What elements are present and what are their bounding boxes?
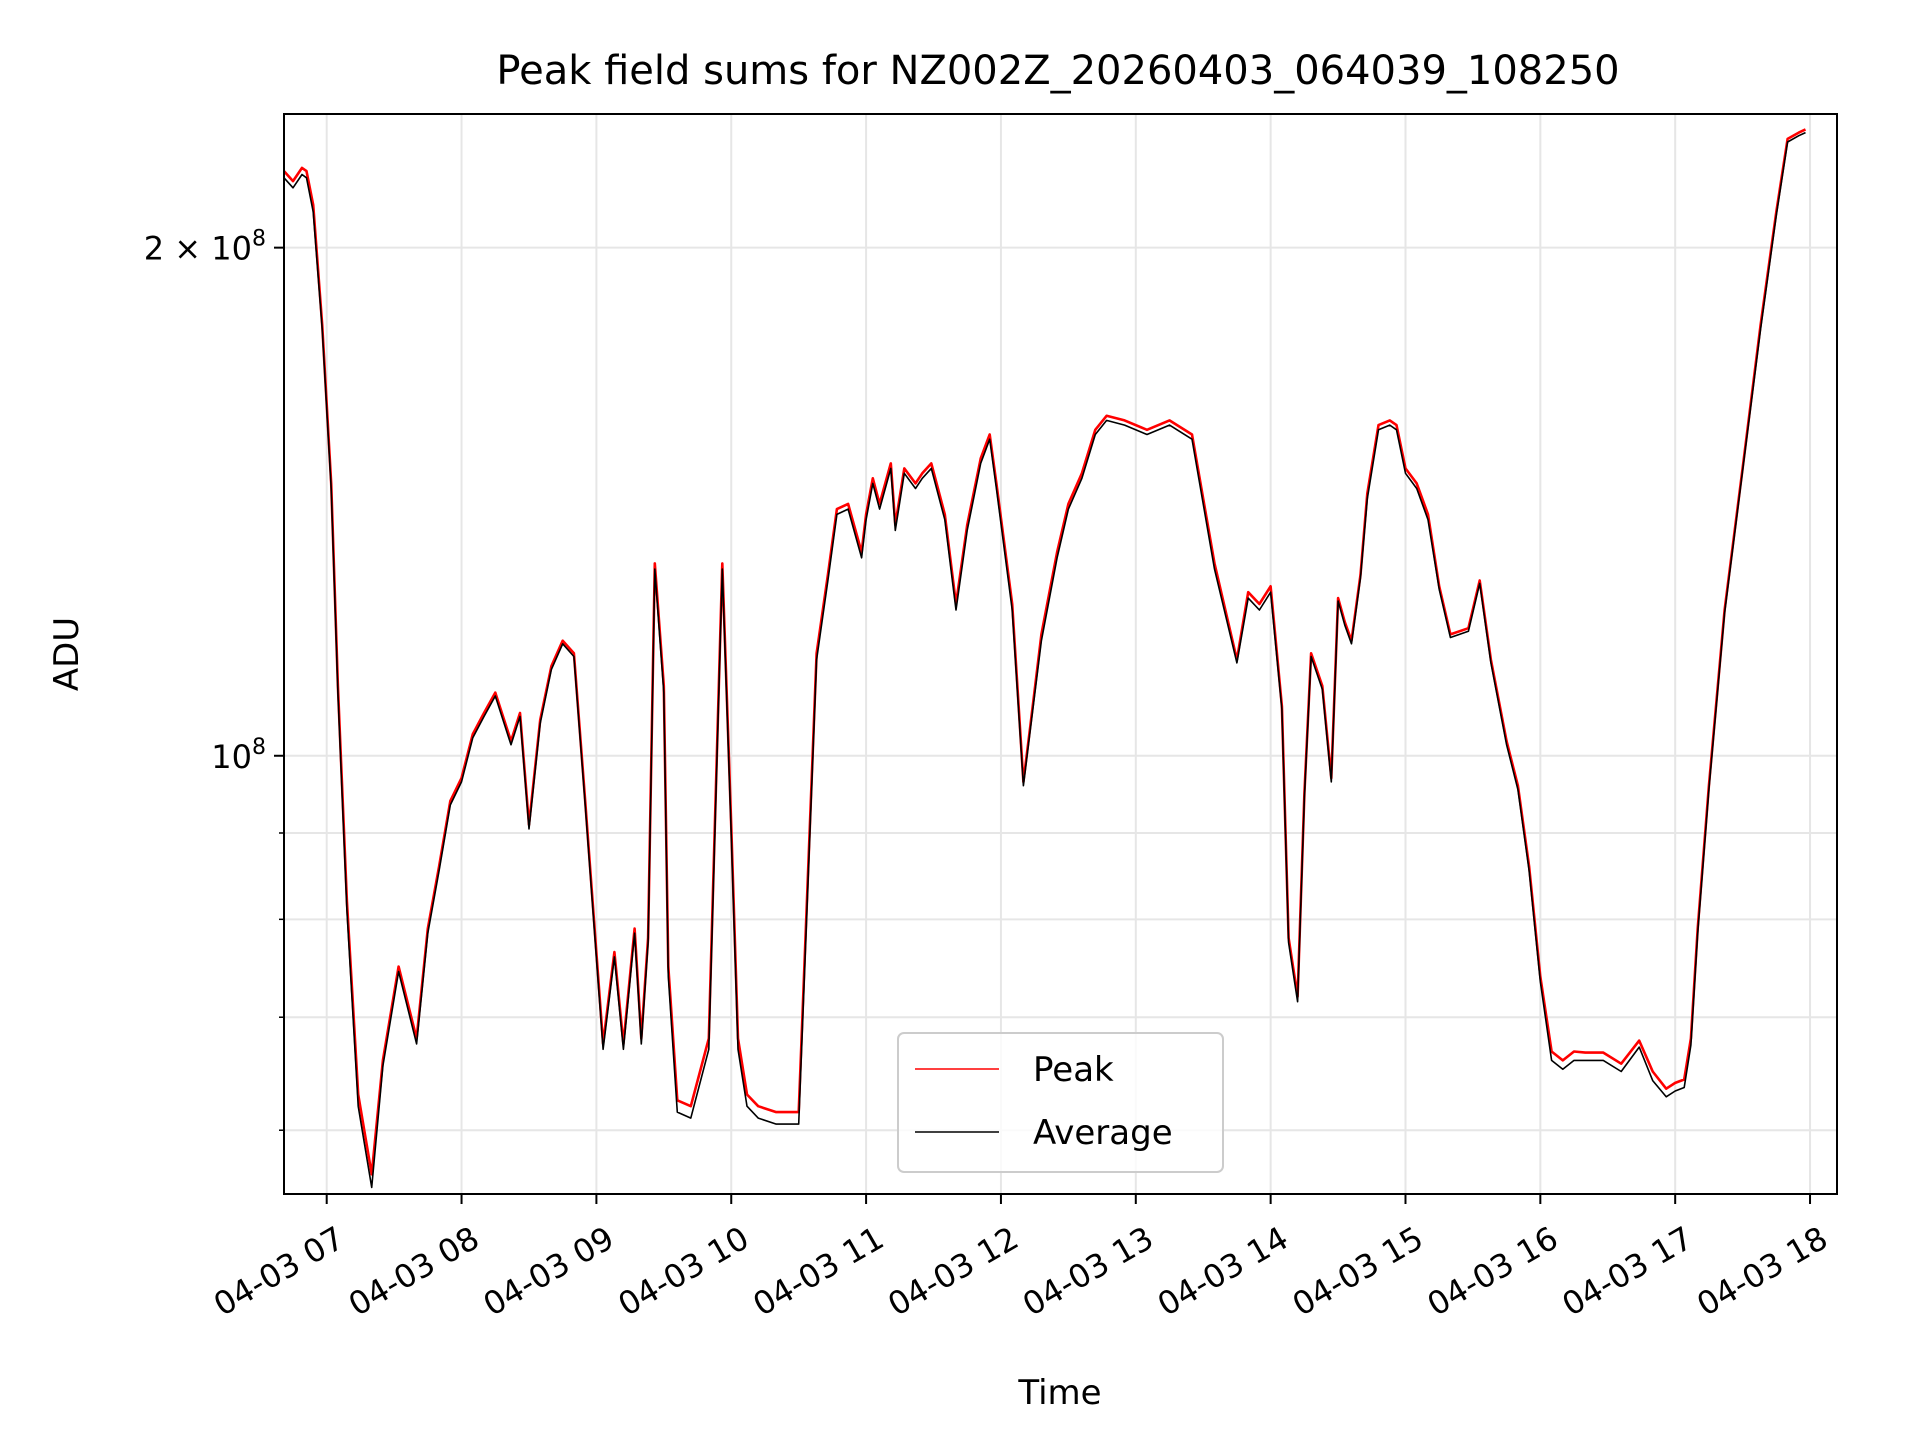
y-tick-label: 108: [211, 735, 266, 776]
legend-label-peak: Peak: [1033, 1050, 1114, 1090]
chart-title: Peak field sums for NZ002Z_20260403_0640…: [496, 48, 1619, 94]
y-axis: 108 2 × 108: [144, 227, 284, 1131]
series-line-average: [283, 131, 1806, 1189]
legend-box: [897, 1032, 1224, 1173]
legend: Peak Average: [897, 1032, 1224, 1173]
series-lines: [283, 128, 1807, 1189]
y-axis-label: ADU: [47, 617, 87, 691]
plot-area-frame: [283, 113, 1838, 1195]
y-tick-label: 2 × 108: [144, 227, 266, 268]
x-axis-label: Time: [1017, 1373, 1101, 1413]
legend-label-average: Average: [1033, 1113, 1173, 1153]
